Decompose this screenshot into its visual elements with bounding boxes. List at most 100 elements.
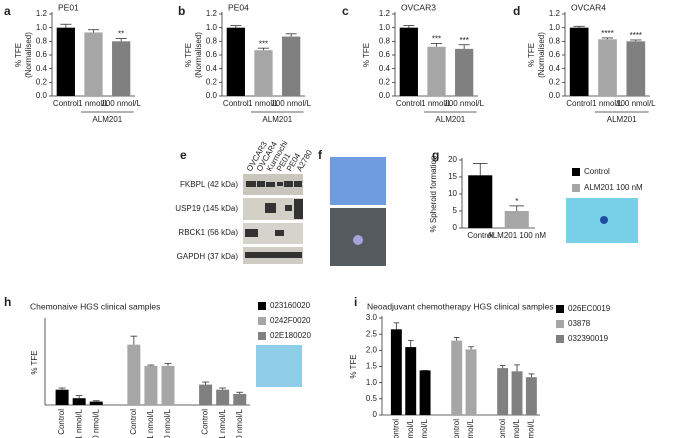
y-tick-label: 5 — [453, 206, 458, 215]
bar — [112, 41, 131, 96]
legend-label: ALM201 100 nM — [584, 183, 643, 192]
blot-bands — [245, 181, 303, 258]
bar — [390, 329, 402, 415]
x-tick-label: 100 nmol/L — [420, 418, 429, 438]
y-tick-label: 1.0 — [36, 23, 48, 32]
x-tick-label: 1 nmol/L — [146, 408, 155, 438]
y-axis-label: % TFE — [349, 354, 358, 378]
x-tick-label: 1 nmol/L — [78, 99, 109, 108]
significance: ** — [118, 30, 124, 39]
y-tick-label: 0.4 — [206, 64, 218, 73]
x-tick-label: 1 nmol/L — [218, 408, 227, 438]
row-label: FKBPL (42 kDa) — [180, 180, 238, 189]
legend-label: 023160020 — [270, 301, 311, 310]
legend-label: 032390019 — [568, 334, 609, 343]
significance: *** — [432, 34, 441, 43]
chart-title: OVCAR3 — [401, 2, 436, 12]
y-tick-label: 0.6 — [36, 50, 48, 59]
y-tick-label: 0.4 — [36, 64, 48, 73]
y-tick-label: 1.2 — [36, 9, 48, 18]
blot-strip — [243, 223, 303, 244]
group-label: ALM201 — [607, 115, 637, 124]
legend-label: Control — [584, 167, 610, 176]
y-tick-label: 20 — [448, 155, 457, 164]
panel-letter: f — [318, 148, 323, 162]
panel-letter: i — [354, 295, 357, 309]
y-axis-label: % TFE — [30, 350, 39, 374]
y-axis-label: (Normalised) — [24, 32, 33, 78]
spheroid — [353, 235, 363, 245]
panel-letter: e — [180, 148, 187, 162]
legend-label: 026EC0019 — [568, 304, 611, 313]
y-tick-label: 1.2 — [206, 9, 218, 18]
row-label: GAPDH (37 kDa) — [177, 252, 239, 261]
bar — [161, 365, 175, 405]
panel-letter: b — [178, 4, 185, 18]
x-tick-label: Control — [391, 419, 400, 438]
panel-letter: a — [4, 4, 11, 18]
y-tick-label: 0.6 — [379, 50, 391, 59]
y-axis-label: % TFE — [362, 43, 371, 67]
bar — [419, 370, 431, 415]
significance: *** — [459, 36, 468, 45]
x-tick-label: 1 nmol/L — [512, 418, 521, 438]
y-tick-label: 0.2 — [36, 77, 48, 86]
x-tick-label: Control — [201, 409, 210, 435]
panel-letter: h — [4, 295, 11, 309]
x-tick-label: Control — [452, 419, 461, 438]
bar — [89, 401, 103, 405]
inset-image — [256, 345, 302, 387]
bar — [427, 46, 446, 96]
group-label: ALM201 — [262, 115, 292, 124]
chart-title: OVCAR4 — [571, 2, 606, 12]
x-tick-label: 1 nmol/L — [592, 99, 623, 108]
y-tick-label: 0 — [453, 223, 458, 232]
x-tick-label: Control — [566, 99, 592, 108]
y-tick-label: 0.2 — [549, 77, 561, 86]
y-tick-label: 1.0 — [206, 23, 218, 32]
y-axis-label: % Spheroid formation — [429, 156, 438, 233]
significance: **** — [601, 29, 613, 38]
x-tick-label: 100 nmol/L — [616, 99, 656, 108]
x-tick-label: 100 nmol/L — [466, 418, 475, 438]
chart-title: Neoadjuvant chemotherapy HGS clinical sa… — [367, 301, 554, 311]
x-tick-label: 100 nmol/L — [526, 418, 535, 438]
bar — [56, 27, 75, 97]
y-tick-label: 0.0 — [549, 91, 561, 100]
x-tick-label: 100 nmol/L — [271, 99, 311, 108]
legend-label: 0242F0020 — [270, 316, 311, 325]
bar — [455, 48, 474, 96]
bar — [199, 384, 213, 405]
bar — [468, 175, 493, 228]
x-tick-label: Control — [396, 99, 422, 108]
y-tick-label: 0.5 — [366, 394, 378, 403]
bar — [282, 36, 301, 96]
bar — [497, 368, 509, 415]
legend-swatch — [258, 302, 266, 310]
y-tick-label: 0.0 — [206, 91, 218, 100]
bar — [525, 377, 537, 415]
bar — [405, 347, 417, 415]
y-tick-label: 2.5 — [366, 329, 378, 338]
y-tick-label: 1.5 — [366, 362, 378, 371]
bar — [451, 340, 463, 415]
bar — [254, 50, 273, 96]
bar — [626, 41, 646, 96]
bar — [569, 27, 589, 97]
panel-letter: g — [432, 148, 439, 162]
chart-title: Chemonaive HGS clinical samples — [30, 301, 160, 311]
x-tick-label: 100 nmol/L — [163, 408, 172, 438]
y-tick-label: 0.8 — [36, 36, 48, 45]
bar — [399, 27, 418, 97]
y-tick-label: 0.6 — [206, 50, 218, 59]
legend-swatch — [572, 168, 580, 176]
y-tick-label: 1.0 — [549, 23, 561, 32]
y-tick-label: 1.2 — [549, 9, 561, 18]
blot — [243, 174, 303, 264]
y-tick-label: 0 — [373, 410, 378, 419]
bar — [511, 371, 523, 415]
y-tick-label: 0.6 — [549, 50, 561, 59]
significance: **** — [630, 31, 642, 40]
y-axis-label: % TFE — [14, 43, 23, 67]
y-tick-label: 15 — [448, 172, 457, 181]
